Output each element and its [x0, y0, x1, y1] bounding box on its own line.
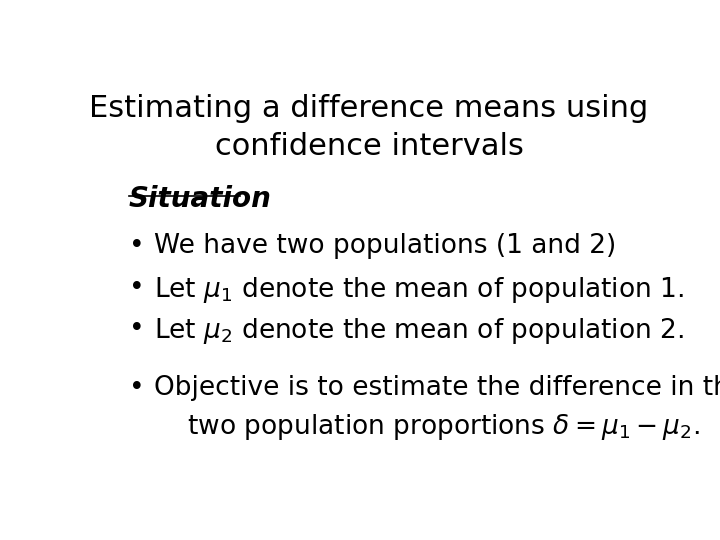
Text: We have two populations (1 and 2): We have two populations (1 and 2) [154, 233, 616, 259]
Text: Objective is to estimate the difference in the
    two population proportions $\: Objective is to estimate the difference … [154, 375, 720, 442]
Text: Let $\mu_1$ denote the mean of population 1.: Let $\mu_1$ denote the mean of populatio… [154, 275, 684, 305]
Text: Situation: Situation [129, 185, 272, 213]
Text: •: • [129, 316, 145, 342]
Text: •: • [129, 375, 145, 401]
Text: Let $\mu_2$ denote the mean of population 2.: Let $\mu_2$ denote the mean of populatio… [154, 316, 684, 346]
Text: Estimating a difference means using
confidence intervals: Estimating a difference means using conf… [89, 94, 649, 161]
Text: •: • [129, 275, 145, 301]
Text: •: • [129, 233, 145, 259]
